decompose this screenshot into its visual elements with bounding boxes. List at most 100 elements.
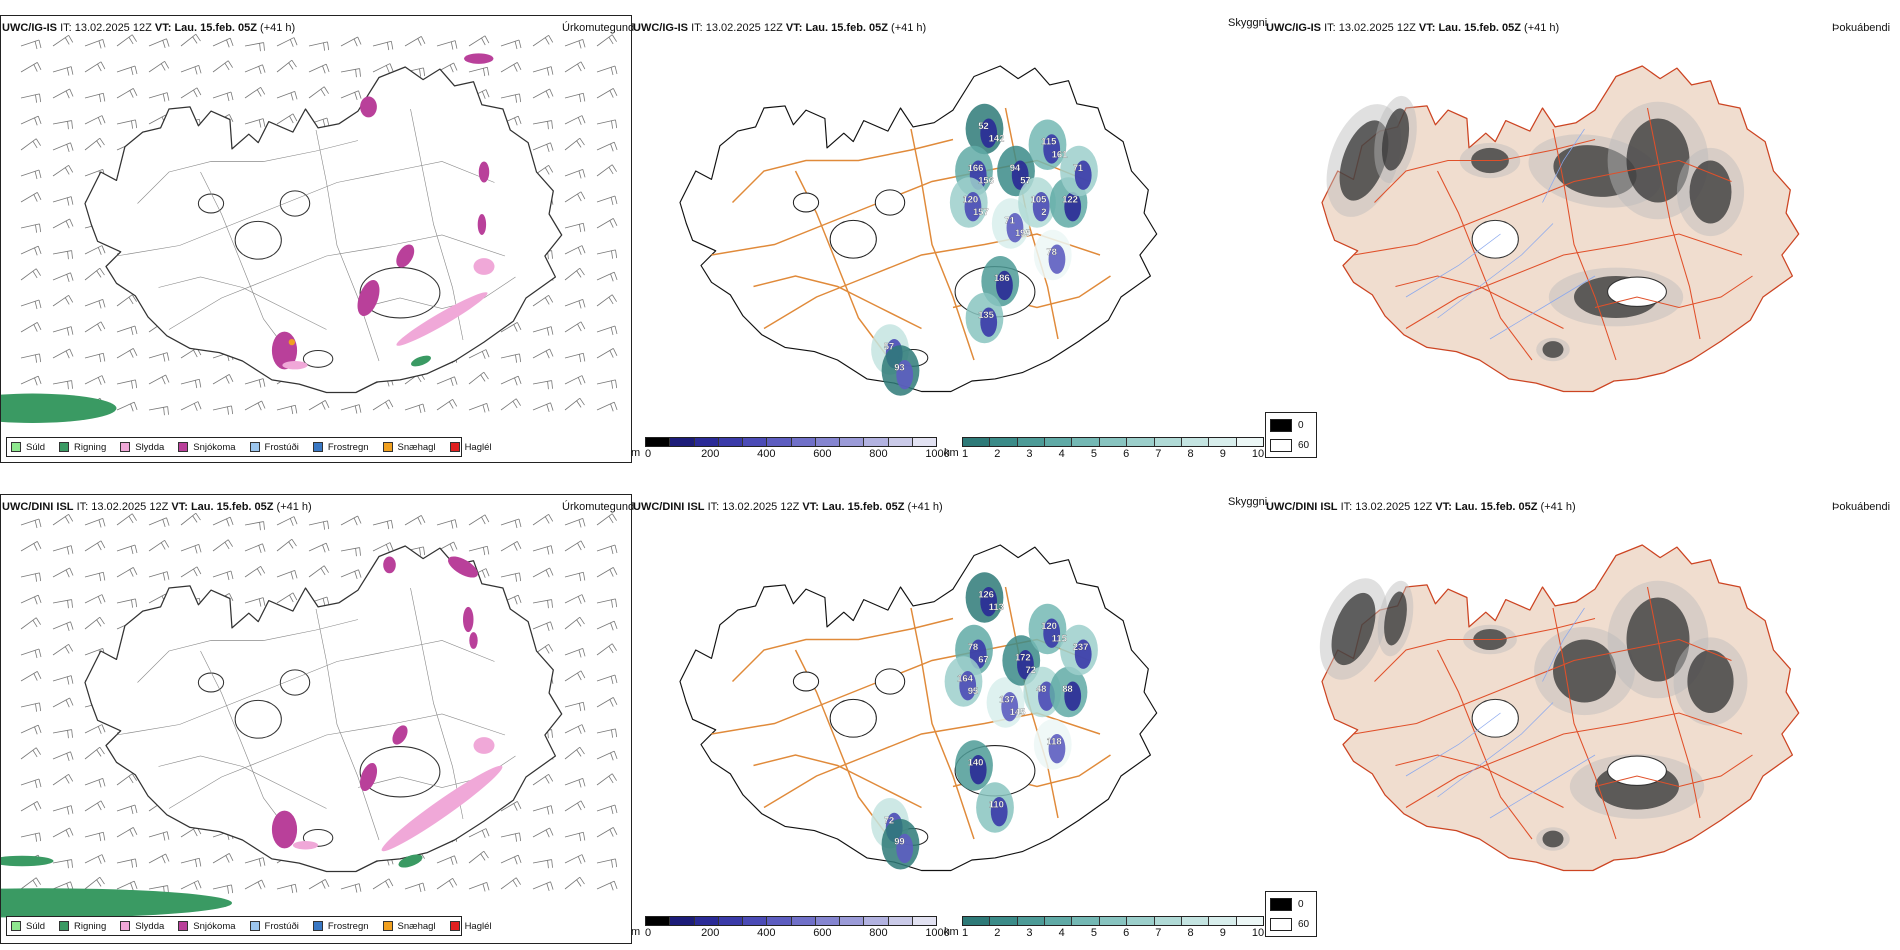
colorbar-tick-label: 400	[757, 448, 776, 460]
glacier-outline	[1607, 755, 1667, 786]
road-line	[731, 617, 954, 683]
fog-panel-2	[1265, 494, 1900, 944]
road-line	[315, 608, 380, 841]
colorbar-cell	[1045, 917, 1073, 925]
colorbar-tick-label: 200	[701, 448, 720, 460]
legend-item-snjókoma: Snjókoma	[178, 920, 236, 932]
vis-colorbar-ticks: 1 2 3 4 5 6 7 8 9 10	[962, 926, 1264, 940]
colorbar-tick-label: 800	[869, 927, 888, 939]
precip-area	[469, 632, 478, 649]
colorbar-tick-label: 6	[1123, 927, 1130, 939]
legend-label: Snjókoma	[193, 441, 236, 453]
iceland-outline: 52 166 120 71 94 115 105 78 186 135 57 93 122 71 142 15…	[679, 65, 1158, 396]
precip-area	[478, 161, 490, 183]
road-line	[1594, 275, 1753, 309]
visibility-area	[896, 360, 914, 390]
colorbar-cell	[840, 438, 865, 446]
colorbar-tick-label: 600	[813, 448, 832, 460]
panel-label-fog-2: Þokuábendi	[1832, 501, 1891, 513]
height-colorbar-ticks: 0 200 400 600 800 1000	[645, 926, 950, 940]
legend-label: Haglél	[464, 920, 492, 932]
colorbar-cell	[1127, 438, 1155, 446]
colorbar-tick-label: 800	[869, 448, 888, 460]
legend-label: Slydda	[135, 920, 165, 932]
colorbar-cell	[791, 917, 816, 925]
legend-item-snjókoma: Snjókoma	[178, 441, 236, 453]
legend-label: Frostregn	[327, 441, 369, 453]
visibility-area	[1043, 134, 1061, 164]
glacier-outline	[874, 668, 906, 695]
colorbar-tick-label: 8	[1187, 927, 1194, 939]
fog-legend-row: 0	[1270, 898, 1304, 911]
road-line	[200, 650, 296, 841]
visibility-value-label: 52	[978, 121, 989, 132]
colorbar-tick-label: 1	[962, 448, 969, 460]
colorbar-cell	[990, 917, 1018, 925]
road-line	[357, 276, 516, 309]
colorbar-cell	[990, 438, 1018, 446]
precip-area	[473, 258, 495, 275]
colorbar-cell	[815, 438, 840, 446]
legend-label: Haglél	[464, 441, 492, 453]
road-line	[1405, 712, 1743, 808]
colorbar-cell	[743, 917, 768, 925]
precip-legend-2: Súld Rigning Slydda Snjókoma Frostúði Frostre…	[6, 916, 492, 936]
colorbar-cell	[670, 917, 695, 925]
colorbar-cell	[743, 438, 768, 446]
visibility-area	[1043, 618, 1061, 648]
colorbar-tick-label: 3	[1026, 927, 1033, 939]
colorbar-tick-label: 10	[1251, 448, 1265, 460]
visibility-value-label: 161	[1052, 149, 1068, 160]
colorbar-cell	[646, 917, 671, 925]
legend-label: Frostúði	[264, 920, 299, 932]
colorbar-cell	[670, 438, 695, 446]
visibility-value-label: 135	[978, 310, 994, 321]
colorbar-tick-label: 3	[1026, 448, 1033, 460]
glacier-outline	[197, 193, 225, 214]
legend-label: Snæhagl	[397, 441, 436, 453]
visibility-map-1: 52 166 120 71 94 115 105 78 186 135 57 93 122 71 142 15…	[679, 65, 1158, 396]
fog-area	[1384, 591, 1407, 646]
visibility-value-label: 115	[1041, 137, 1056, 148]
panel-label-vis-2: Skyggni	[1228, 496, 1268, 508]
height-colorbar-ticks: 0 200 400 600 800 1000	[645, 447, 950, 461]
panel-title-2c: UWC/DINI ISL IT: 13.02.2025 12Z VT: Lau.…	[1266, 501, 1576, 513]
precip-area	[398, 854, 423, 868]
colorbar-tick-label: 8	[1187, 448, 1194, 460]
visibility-value-label: 195	[1015, 228, 1031, 239]
legend-swatch	[178, 442, 189, 452]
colorbar-tick-label: 0	[645, 927, 652, 939]
legend-swatch	[449, 921, 460, 931]
precip-area	[473, 737, 495, 754]
visibility-value-label: 156	[978, 176, 994, 187]
panel-label-precip-1: Úrkomutegund	[562, 22, 635, 34]
road-line	[1594, 754, 1753, 788]
visibility-value-label: 72	[884, 815, 895, 826]
fog-area	[1553, 145, 1637, 197]
legend-swatch	[312, 921, 323, 931]
iceland-outline	[1, 53, 563, 423]
precip-area	[271, 810, 298, 849]
road-line	[158, 755, 327, 809]
legend-label: Snjókoma	[193, 920, 236, 932]
precip-area	[383, 556, 396, 574]
precip-area	[1, 393, 117, 423]
precip-map-2	[1, 512, 618, 918]
fog-map-1	[1321, 65, 1800, 393]
colorbar-tick-label: 7	[1155, 448, 1162, 460]
precip-area	[1, 888, 232, 918]
colorbar-tick-label: 2	[994, 927, 1001, 939]
visibility-value-label: 120	[962, 195, 978, 206]
road-line	[168, 234, 506, 330]
colorbar-cell	[767, 438, 792, 446]
fog-area	[1542, 830, 1564, 848]
visibility-area	[1011, 160, 1029, 190]
visibility-value-label: 105	[1031, 195, 1047, 206]
colorbar-tick-label: 5	[1090, 448, 1097, 460]
fog-area	[1687, 650, 1734, 713]
legend-swatch	[120, 442, 131, 452]
panel-title-1c: UWC/IG-IS IT: 13.02.2025 12Z VT: Lau. 15…	[1266, 22, 1560, 34]
river-lines	[1405, 128, 1596, 340]
colorbar-cell	[963, 917, 991, 925]
glacier-outline	[234, 220, 282, 260]
